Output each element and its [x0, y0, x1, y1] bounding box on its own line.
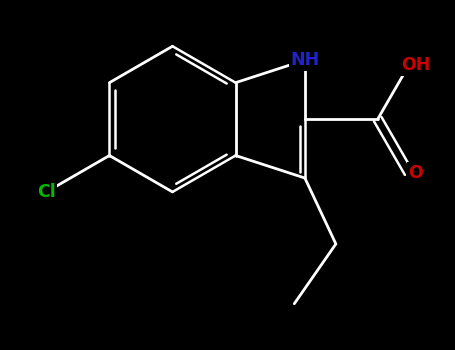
Text: OH: OH — [401, 56, 430, 75]
Text: O: O — [408, 164, 423, 182]
Text: NH: NH — [290, 51, 319, 69]
Text: Cl: Cl — [37, 183, 56, 201]
